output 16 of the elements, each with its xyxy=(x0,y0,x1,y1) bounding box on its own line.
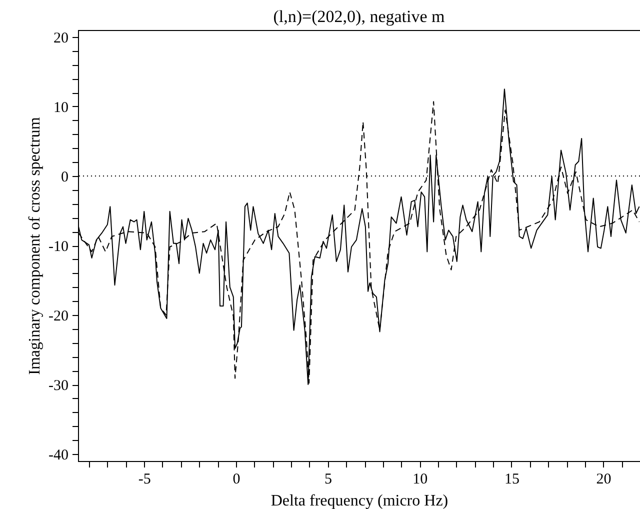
x-tick-label: -5 xyxy=(138,472,151,488)
y-tick-label: -30 xyxy=(48,378,68,394)
y-axis-title: Imaginary component of cross spectrum xyxy=(26,116,44,375)
x-axis-title: Delta frequency (micro Hz) xyxy=(270,492,448,509)
y-tick-label: 0 xyxy=(61,169,68,186)
x-tick-label: 15 xyxy=(504,472,520,488)
x-tick-label: 10 xyxy=(412,472,428,488)
y-tick-label: -10 xyxy=(48,239,68,255)
y-tick-label: 10 xyxy=(54,100,68,116)
chart-title: (l,n)=(202,0), negative m xyxy=(273,6,445,26)
x-tick-label: 20 xyxy=(596,472,612,488)
x-tick-label: 0 xyxy=(232,472,240,488)
y-tick-label: 20 xyxy=(54,30,68,46)
y-tick-label: -40 xyxy=(48,448,68,464)
x-tick-label: 5 xyxy=(324,472,332,488)
y-tick-label: -20 xyxy=(48,308,68,325)
